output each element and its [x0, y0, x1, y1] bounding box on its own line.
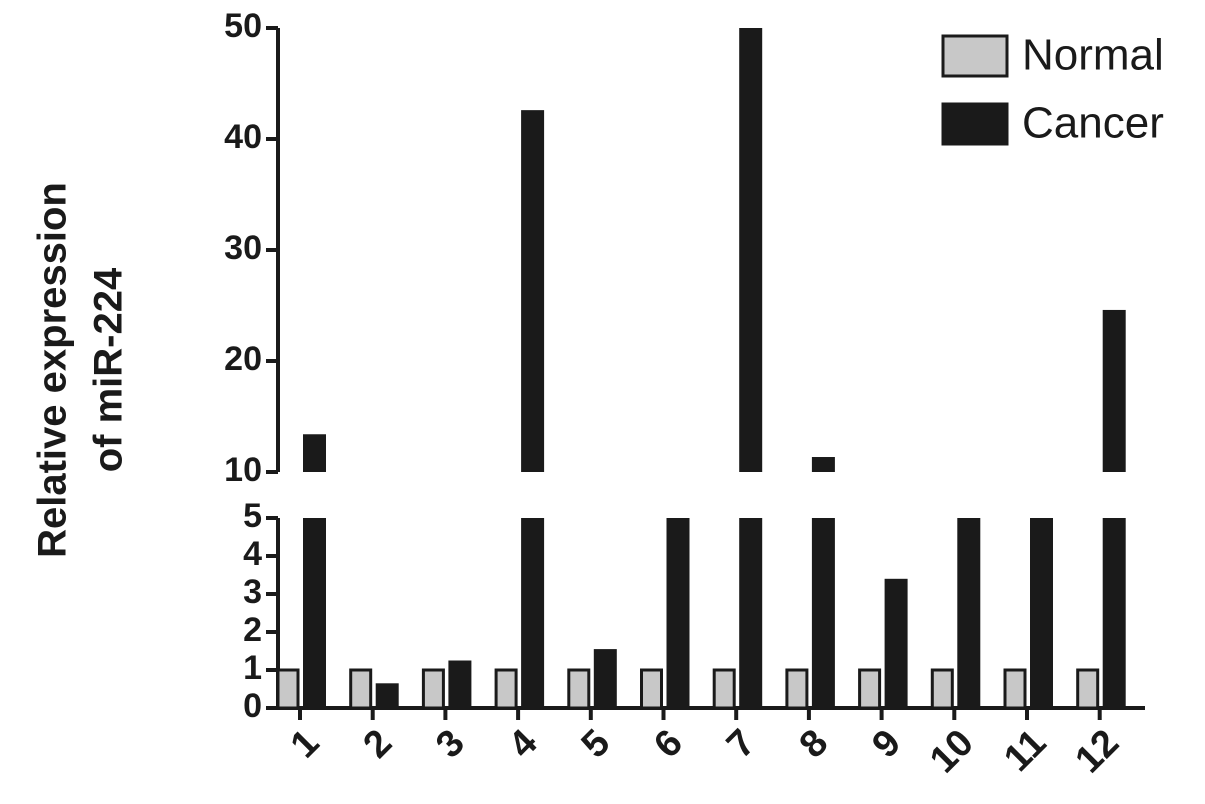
y-tick-label: 50	[224, 7, 262, 45]
bar	[1102, 518, 1126, 708]
x-tick-label: 3	[428, 722, 473, 767]
bar	[375, 683, 399, 708]
bar	[567, 668, 591, 710]
y-tick-label: 2	[243, 611, 262, 649]
bar	[1076, 668, 1100, 710]
bar	[494, 668, 518, 710]
x-tick-label: 1	[283, 722, 328, 767]
y-tick-label: 20	[224, 340, 262, 378]
bar	[811, 518, 835, 708]
bar	[858, 668, 882, 710]
legend-label: Normal	[1022, 31, 1164, 80]
bar	[276, 668, 300, 710]
y-tick-label: 5	[243, 497, 262, 535]
bar	[448, 660, 472, 708]
bar	[930, 668, 954, 710]
bar	[303, 518, 326, 708]
x-tick-label: 9	[864, 722, 909, 767]
bar	[640, 668, 663, 710]
x-tick-label: 7	[719, 722, 764, 767]
x-tick-label: 5	[574, 722, 619, 767]
y-tick-label: 4	[243, 535, 262, 573]
legend-swatch	[941, 102, 1009, 146]
bar	[1102, 309, 1126, 472]
bar	[884, 578, 908, 708]
legend-swatch	[941, 34, 1009, 78]
x-tick-label: 11	[996, 722, 1054, 780]
bar	[521, 518, 545, 708]
bar	[1030, 518, 1053, 708]
y-tick-label: 3	[243, 573, 262, 611]
y-tick-label: 0	[243, 687, 262, 725]
x-tick-label: 6	[646, 722, 691, 767]
bar	[303, 434, 326, 472]
y-tick-label: 40	[224, 118, 262, 156]
bar	[712, 668, 736, 710]
bar	[521, 110, 545, 472]
y-tick-label: 30	[224, 229, 262, 267]
x-tick-label: 2	[356, 722, 401, 767]
bar	[811, 457, 835, 472]
bar	[739, 518, 763, 708]
bar	[666, 518, 690, 708]
bar	[349, 668, 373, 710]
y-axis-title: Relative expression of miR-224	[31, 182, 131, 558]
x-tick-label: 4	[501, 722, 546, 767]
y-tick-label: 1	[243, 649, 262, 687]
y-label-line: of miR-224	[87, 267, 131, 472]
x-tick-label: 10	[922, 722, 982, 782]
bar	[785, 668, 809, 710]
bar	[1003, 668, 1027, 710]
bar	[421, 668, 445, 710]
bar	[739, 28, 763, 472]
y-tick-label: 10	[224, 451, 262, 489]
x-tick-label: 12	[1068, 722, 1128, 782]
legend-label: Cancer	[1022, 99, 1164, 148]
x-tick-label: 8	[792, 722, 837, 767]
bar	[957, 518, 981, 708]
bar	[593, 649, 617, 708]
y-label-line: Relative expression	[31, 182, 75, 558]
